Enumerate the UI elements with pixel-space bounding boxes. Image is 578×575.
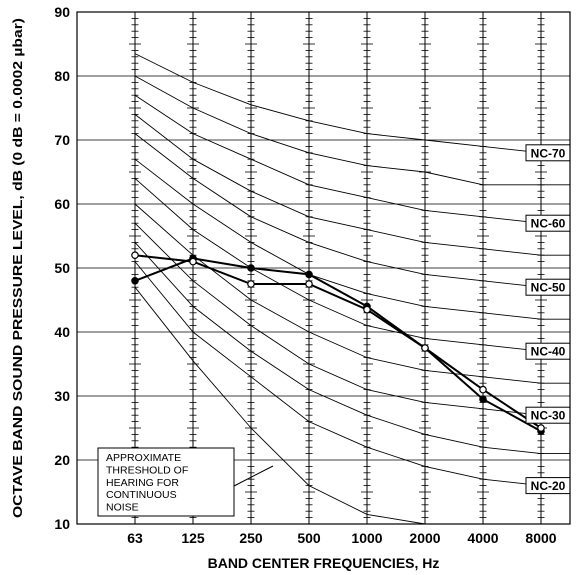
x-tick-label: 63 <box>127 530 143 546</box>
nc-label-box: NC-20 <box>525 477 571 495</box>
y-tick-labels: 10 20 30 40 50 60 70 80 90 <box>54 4 70 532</box>
plot-frame <box>76 11 571 525</box>
nc-label-box: NC-30 <box>525 406 571 424</box>
nc-label-box: NC-50 <box>525 278 571 296</box>
x-tick-label: 1000 <box>351 530 382 546</box>
y-axis-label: OCTAVE BAND SOUND PRESSURE LEVEL, dB (0 … <box>10 18 25 518</box>
y-tick-label: 50 <box>54 260 70 276</box>
x-tick-label: 2000 <box>409 530 440 546</box>
y-tick-label: 80 <box>54 68 70 84</box>
open-marker <box>363 305 371 314</box>
series-line <box>134 257 542 433</box>
x-tick-label: 8000 <box>525 530 556 546</box>
nc-label-box: NC-40 <box>525 342 571 360</box>
nc-curve <box>134 261 570 487</box>
nc-label: NC-70 <box>531 146 566 160</box>
nc-label: NC-60 <box>531 217 566 231</box>
filled-marker <box>247 264 255 272</box>
filled-marker <box>479 395 487 404</box>
y-tick-label: 60 <box>54 196 70 212</box>
annotation-box <box>97 447 235 517</box>
open-marker <box>305 280 313 288</box>
annotation-line: APPROXIMATE <box>106 452 181 464</box>
y-tick-label: 30 <box>54 388 70 404</box>
open-marker <box>247 280 255 288</box>
open-marker <box>479 385 487 394</box>
filled-marker <box>305 270 313 279</box>
annotation-line: HEARING FOR <box>106 477 179 489</box>
y-tick-label: 70 <box>54 132 70 148</box>
annotation-line: CONTINUOUS <box>106 489 177 501</box>
annotation-line: NOISE <box>106 502 139 514</box>
nc-curve <box>134 75 570 186</box>
nc-labels: NC-70 NC-60 NC-50 NC-40 NC-30 NC-20 <box>525 144 571 495</box>
nc-curve <box>134 133 570 288</box>
nc-label: NC-40 <box>531 345 566 359</box>
nc-label: NC-30 <box>531 409 566 423</box>
measured-series <box>131 251 545 436</box>
grid <box>77 11 570 525</box>
filled-marker <box>131 276 139 285</box>
x-tick-label: 500 <box>297 530 321 546</box>
x-axis-label: BAND CENTER FREQUENCIES, Hz <box>208 555 440 571</box>
x-tick-label: 4000 <box>467 530 498 546</box>
open-marker <box>189 257 197 266</box>
open-marker <box>421 344 429 352</box>
nc-label-box: NC-70 <box>525 144 571 162</box>
annotation-line: THRESHOLD OF <box>106 464 188 476</box>
open-marker <box>131 251 139 260</box>
nc-curve <box>134 222 570 416</box>
y-tick-label: 10 <box>54 516 70 532</box>
open-marker <box>537 424 545 432</box>
x-tick-labels: 63 125 250 500 1000 2000 4000 8000 <box>127 530 557 546</box>
y-tick-label: 90 <box>54 4 70 20</box>
nc-label: NC-20 <box>531 479 566 493</box>
nc-curve <box>134 53 570 154</box>
nc-label: NC-50 <box>531 281 566 295</box>
nc-curve <box>134 203 570 384</box>
y-tick-label: 20 <box>54 452 70 468</box>
nc-curve <box>134 114 570 256</box>
nc-curve <box>134 94 570 224</box>
series-line <box>134 254 542 429</box>
nc-curve <box>134 242 570 455</box>
nc-curve <box>134 178 570 352</box>
nc-label-box: NC-60 <box>525 214 571 232</box>
y-tick-label: 40 <box>54 324 70 340</box>
annotation-leader <box>233 465 274 487</box>
nc-curves <box>134 53 570 487</box>
nc-curve <box>134 158 570 320</box>
x-tick-label: 250 <box>239 530 263 546</box>
x-tick-label: 125 <box>181 530 205 546</box>
